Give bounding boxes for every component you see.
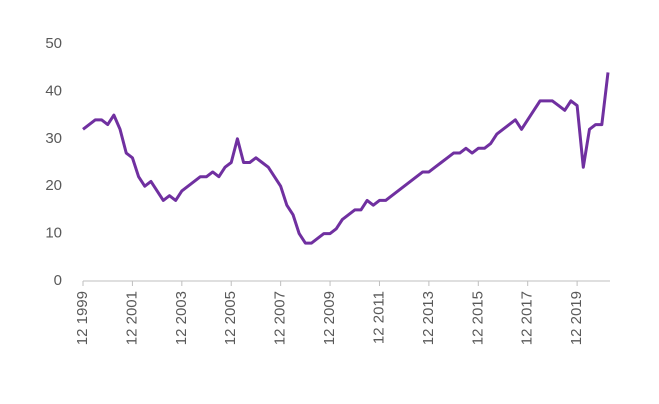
x-tick-label: 12 2009 — [321, 291, 338, 345]
y-tick-label: 0 — [54, 272, 62, 289]
x-tick-label: 12 1999 — [74, 291, 91, 345]
x-tick-label: 12 2017 — [519, 291, 536, 345]
x-tick-label: 12 2013 — [420, 291, 437, 345]
x-tick-label: 12 2011 — [370, 291, 387, 344]
x-tick-label: 12 2007 — [272, 291, 289, 345]
x-tick-label: 12 2001 — [123, 291, 140, 345]
x-tick-label: 12 2005 — [222, 291, 239, 345]
x-tick-label: 12 2019 — [568, 291, 585, 345]
x-tick-label: 12 2015 — [469, 291, 486, 345]
y-tick-label: 30 — [45, 130, 62, 147]
line — [82, 72, 610, 245]
x-tick-label: 12 2003 — [173, 291, 190, 345]
y-tick-label: 10 — [45, 225, 62, 242]
y-tick-label: 40 — [45, 82, 62, 99]
y-tick-label: 50 — [45, 35, 62, 52]
y-tick-label: 20 — [45, 177, 62, 194]
